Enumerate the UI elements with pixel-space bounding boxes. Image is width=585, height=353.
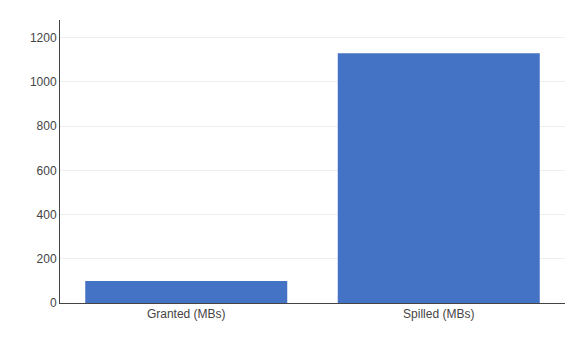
svg-text:Spilled (MBs): Spilled (MBs)	[403, 307, 474, 321]
svg-text:200: 200	[37, 252, 57, 266]
svg-text:1000: 1000	[30, 75, 57, 89]
svg-text:600: 600	[37, 164, 57, 178]
svg-text:0: 0	[50, 296, 57, 310]
svg-text:400: 400	[37, 208, 57, 222]
svg-text:800: 800	[37, 119, 57, 133]
svg-text:1200: 1200	[30, 31, 57, 45]
svg-text:Granted (MBs): Granted (MBs)	[147, 307, 226, 321]
